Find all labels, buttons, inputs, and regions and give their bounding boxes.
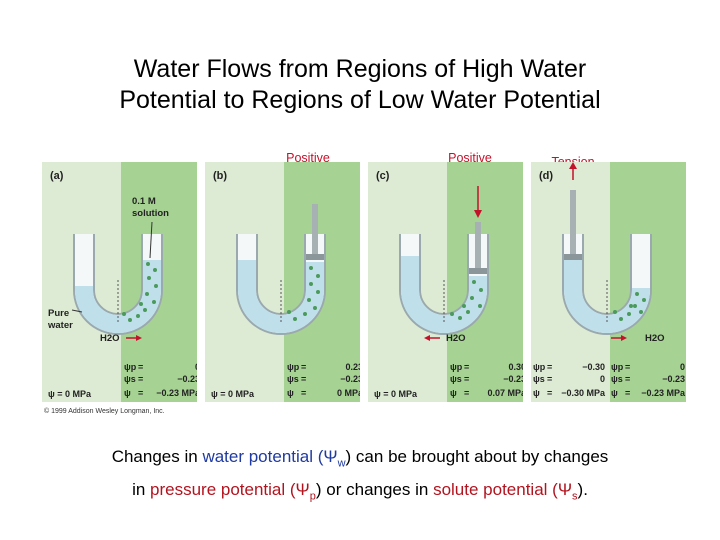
panel-c-label: (c) [376, 170, 390, 182]
caption-line-2: in pressure potential (Ψp) or changes in… [132, 480, 588, 503]
left-value-c: ψ = 0 MPa [374, 389, 418, 399]
solute-potential-term: solute potential (Ψs [433, 480, 578, 503]
u-tube-d [562, 162, 652, 341]
caption-line-1: Changes in water potential (Ψw) can be b… [111, 447, 609, 470]
u-tube-figure: (a) 0.1 M solution Pure water H2O ψ = 0 … [42, 162, 686, 402]
panel-b: (b) ψ = 0 MPa ψp=0.23 ψs=−0.23 ψ=0 MPa [205, 162, 360, 402]
panel-c: (c) H2O ψ = 0 MPa ψp=0.30 ψs=−0.23 ψ=0.0… [368, 162, 523, 402]
slide-title: Water Flows from Regions of High Water P… [0, 54, 720, 116]
pressure-potential-term: pressure potential (Ψp [150, 480, 316, 503]
panel-d-label: (d) [539, 170, 554, 182]
title-line-2: Potential to Regions of Low Water Potent… [119, 86, 601, 114]
title-line-1: Water Flows from Regions of High Water [133, 55, 587, 83]
u-tube-c [399, 186, 489, 341]
h2o-label-a: H2O [100, 333, 120, 344]
panel-b-label: (b) [213, 170, 228, 182]
solution-label: 0.1 M solution [132, 196, 169, 219]
h2o-label-d: H2O [645, 333, 665, 344]
h2o-label-c: H2O [446, 333, 466, 344]
panel-a: (a) 0.1 M solution Pure water H2O ψ = 0 … [42, 162, 197, 402]
panel-d: (d) H2O ψp = −0.30 ψs = 0 ψ = −0.30 MPa ψp = 0 ψ… [531, 162, 686, 402]
panel-a-label: (a) [50, 170, 64, 182]
water-potential-term: water potential (Ψw [202, 447, 346, 470]
u-tube-b [236, 204, 326, 335]
left-value-a: ψ = 0 MPa [48, 389, 92, 399]
copyright-notice: © 1999 Addison Wesley Longman, Inc. [44, 408, 165, 415]
left-value-b: ψ = 0 MPa [211, 389, 255, 399]
u-tube-a [71, 221, 163, 341]
pure-water-label: Pure water [48, 308, 73, 331]
